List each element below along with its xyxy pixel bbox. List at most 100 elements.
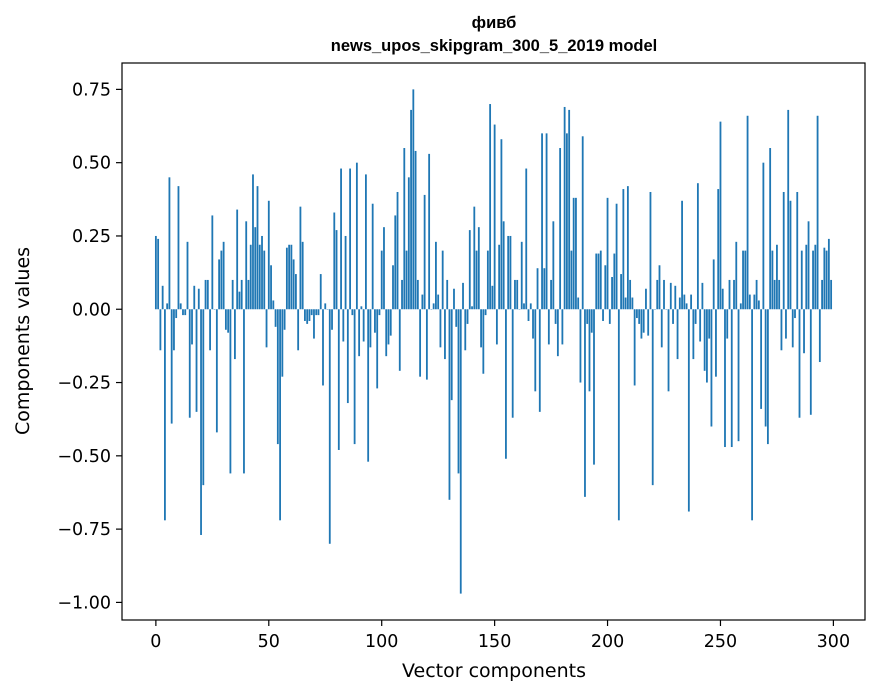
bar-29: [220, 250, 223, 310]
bar-186: [575, 197, 577, 310]
bar-270: [764, 309, 767, 427]
bar-246: [710, 309, 713, 427]
x-tick-label: 200: [591, 632, 624, 652]
bar-220: [651, 309, 654, 486]
bar-137: [464, 309, 467, 351]
bar-175: [550, 279, 552, 310]
bar-174: [547, 309, 550, 345]
bar-22: [204, 279, 207, 310]
bar-64: [299, 206, 302, 310]
bar-54: [276, 309, 279, 445]
bar-91: [360, 306, 363, 310]
bar-24: [209, 309, 211, 351]
bar-238: [692, 309, 695, 360]
bar-179: [559, 148, 562, 310]
bar-129: [446, 279, 449, 310]
bar-194: [593, 309, 595, 465]
bar-223: [658, 265, 661, 310]
bar-87: [351, 309, 354, 316]
bar-166: [529, 303, 532, 310]
bar-30: [222, 241, 225, 310]
bar-110: [403, 148, 406, 310]
bar-132: [453, 288, 455, 310]
bar-39: [243, 309, 245, 474]
bar-56: [281, 309, 284, 377]
bar-14: [186, 241, 189, 310]
bar-4: [164, 309, 166, 521]
bar-217: [645, 288, 647, 310]
bar-23: [206, 279, 209, 310]
bar-262: [746, 115, 749, 310]
bar-265: [753, 294, 756, 310]
bar-0: [154, 235, 157, 310]
bar-81: [337, 309, 340, 450]
bar-293: [816, 115, 819, 310]
bar-107: [396, 191, 399, 310]
bar-10: [177, 186, 180, 310]
bar-141: [473, 206, 476, 310]
bar-118: [421, 294, 424, 310]
bar-273: [771, 250, 774, 310]
bar-66: [304, 309, 306, 321]
bar-204: [615, 203, 618, 310]
bar-278: [782, 191, 785, 310]
bar-115: [414, 150, 417, 310]
bar-232: [678, 297, 681, 310]
bar-299: [830, 279, 833, 310]
bar-182: [565, 133, 568, 310]
bar-6: [168, 177, 171, 310]
bar-130: [448, 309, 451, 500]
bar-68: [308, 309, 311, 321]
bar-230: [674, 285, 677, 310]
bar-271: [766, 309, 769, 445]
bar-93: [365, 174, 367, 310]
bar-181: [563, 106, 566, 310]
bar-236: [687, 309, 690, 512]
bar-170: [538, 309, 541, 412]
bar-208: [624, 297, 627, 310]
bar-209: [626, 186, 629, 310]
bar-133: [455, 309, 458, 327]
bar-79: [333, 212, 336, 310]
bar-241: [699, 309, 702, 342]
bar-160: [516, 279, 519, 310]
bar-38: [240, 279, 243, 310]
bar-45: [256, 186, 259, 310]
bar-124: [435, 241, 437, 310]
bar-126: [439, 309, 442, 348]
bar-86: [349, 168, 351, 310]
bar-116: [416, 279, 419, 310]
bar-287: [803, 309, 805, 354]
bar-183: [568, 109, 571, 310]
y-tick-label: 0.50: [72, 154, 111, 174]
bar-98: [376, 309, 379, 389]
bar-171: [541, 133, 543, 310]
bar-258: [737, 309, 740, 442]
plot-frame: [121, 62, 866, 621]
bar-89: [355, 162, 358, 310]
bar-292: [814, 244, 817, 310]
bar-58: [285, 247, 288, 310]
bar-156: [507, 235, 510, 310]
bar-13: [184, 309, 187, 316]
bar-242: [701, 282, 704, 310]
bar-112: [407, 177, 410, 310]
bar-245: [708, 309, 711, 339]
bar-254: [728, 279, 731, 310]
bar-188: [579, 309, 582, 383]
bar-31: [224, 309, 227, 330]
bar-218: [647, 309, 650, 336]
bar-260: [742, 250, 744, 310]
bar-37: [238, 291, 241, 310]
x-tick-label: 250: [704, 632, 737, 652]
bar-72: [317, 309, 320, 316]
bar-235: [685, 303, 688, 310]
bar-284: [796, 191, 799, 310]
bar-206: [620, 274, 622, 310]
bar-17: [193, 285, 196, 310]
bar-127: [441, 250, 444, 310]
bar-276: [778, 279, 781, 310]
bar-103: [387, 309, 390, 345]
bar-43: [252, 174, 254, 310]
bar-296: [823, 247, 826, 310]
